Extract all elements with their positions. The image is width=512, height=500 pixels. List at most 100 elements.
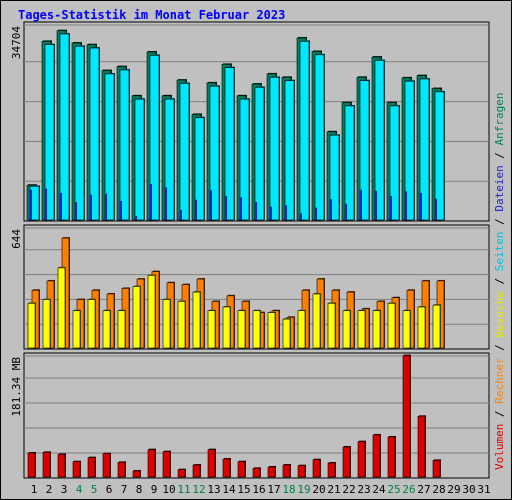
bar-volumen-23 (357, 441, 366, 478)
bar-seiten-11 (179, 83, 190, 221)
legend-item-9: / (493, 145, 506, 165)
bar-volumen-21 (327, 462, 336, 478)
bar-besuche-1 (27, 302, 36, 349)
bar-besuche-3 (57, 267, 66, 349)
bar-seiten-22 (344, 105, 355, 221)
bar-besuche-4 (72, 310, 81, 349)
bar-besuche-25 (387, 302, 396, 349)
bar-dateien-7 (120, 200, 122, 220)
bar-dateien-4 (75, 202, 77, 220)
x-tick-label-1: 1 (31, 483, 38, 496)
bar-besuche-22 (342, 310, 351, 349)
legend-item-10: Anfragen (493, 92, 506, 145)
bar-dateien-27 (420, 193, 422, 220)
bar-volumen-22 (342, 446, 351, 478)
bar-volumen-15 (237, 461, 246, 478)
bar-dateien-2 (45, 188, 47, 220)
bar-besuche-17 (267, 312, 276, 349)
bar-volumen-19 (297, 465, 306, 478)
x-tick-label-3: 3 (61, 483, 68, 496)
bar-seiten-26 (404, 80, 415, 221)
bar-dateien-26 (405, 191, 407, 220)
bar-dateien-15 (240, 197, 242, 220)
bar-seiten-3 (59, 33, 70, 221)
bar-besuche-21 (327, 302, 336, 349)
bar-volumen-20 (312, 459, 321, 478)
bar-volumen-16 (252, 468, 261, 478)
bar-seiten-7 (119, 69, 130, 221)
bar-besuche-20 (312, 293, 321, 349)
bar-seiten-24 (374, 60, 385, 221)
bar-dateien-10 (165, 187, 167, 220)
bar-seiten-18 (284, 80, 295, 221)
bar-volumen-5 (87, 457, 96, 478)
bar-volumen-18 (282, 464, 291, 478)
bar-volumen-28 (432, 460, 441, 478)
bar-volumen-25 (387, 436, 396, 478)
bar-seiten-2 (44, 44, 55, 221)
x-tick-label-7: 7 (121, 483, 128, 496)
legend-item-3: / (493, 338, 506, 358)
x-tick-label-22: 22 (342, 483, 355, 496)
x-tick-label-18: 18 (282, 483, 295, 496)
x-tick-label-21: 21 (327, 483, 340, 496)
bar-volumen-3 (57, 454, 66, 478)
x-tick-label-20: 20 (312, 483, 325, 496)
bar-besuche-5 (87, 299, 96, 349)
legend-item-5: / (493, 271, 506, 291)
bar-seiten-12 (194, 117, 205, 221)
x-tick-label-6: 6 (106, 483, 113, 496)
bar-besuche-8 (132, 286, 141, 349)
bar-besuche-6 (102, 310, 111, 349)
legend-item-8: Dateien (493, 165, 506, 211)
panel-volume (23, 352, 490, 479)
bar-seiten-6 (104, 73, 115, 221)
bar-besuche-19 (297, 310, 306, 349)
bar-seiten-23 (359, 80, 370, 221)
bar-seiten-14 (224, 67, 235, 221)
bar-dateien-13 (210, 190, 212, 220)
x-tick-label-19: 19 (297, 483, 310, 496)
bar-seiten-16 (254, 87, 265, 221)
x-tick-label-10: 10 (162, 483, 175, 496)
bar-seiten-9 (149, 55, 160, 221)
bar-seiten-17 (269, 76, 280, 221)
bar-seiten-25 (389, 105, 400, 221)
x-tick-label-12: 12 (192, 483, 205, 496)
bar-dateien-16 (255, 202, 257, 220)
bar-besuche-24 (372, 310, 381, 349)
x-axis-labels: 1 2 3 4 5 6 7 8 9 10 11 12 13 14 15 16 17 18 19 20 21 22 23 24 2… (31, 483, 491, 496)
bar-seiten-10 (164, 98, 175, 221)
bar-volumen-9 (147, 449, 156, 478)
y-axis-labels: 34704 644 181.34 MB (10, 26, 23, 417)
x-tick-label-24: 24 (372, 483, 386, 496)
bar-dateien-17 (270, 206, 272, 220)
legend-item-4: Besuche (493, 291, 506, 337)
bar-volumen-26 (402, 355, 411, 478)
bar-volumen-1 (27, 452, 36, 478)
x-tick-label-5: 5 (91, 483, 98, 496)
chart-bars (26, 29, 445, 478)
y-label-volume: 181.34 MB (10, 357, 23, 417)
bar-seiten-4 (74, 46, 85, 221)
bar-besuche-23 (357, 310, 366, 349)
bar-besuche-16 (252, 310, 261, 349)
x-tick-label-14: 14 (222, 483, 236, 496)
bar-volumen-27 (417, 415, 426, 478)
x-tick-label-4: 4 (76, 483, 83, 496)
x-tick-label-11: 11 (177, 483, 190, 496)
bar-besuche-9 (147, 275, 156, 349)
bar-seiten-28 (434, 91, 445, 221)
x-tick-label-15: 15 (237, 483, 250, 496)
bar-dateien-8 (135, 216, 137, 220)
bar-dateien-21 (330, 199, 332, 220)
bar-besuche-27 (417, 306, 426, 349)
bar-besuche-26 (402, 310, 411, 349)
bar-dateien-20 (315, 207, 317, 220)
x-tick-label-16: 16 (252, 483, 265, 496)
bar-besuche-12 (192, 291, 201, 349)
legend-item-2: Rechner (493, 357, 506, 404)
bar-besuche-10 (162, 299, 171, 349)
bar-seiten-27 (419, 78, 430, 221)
